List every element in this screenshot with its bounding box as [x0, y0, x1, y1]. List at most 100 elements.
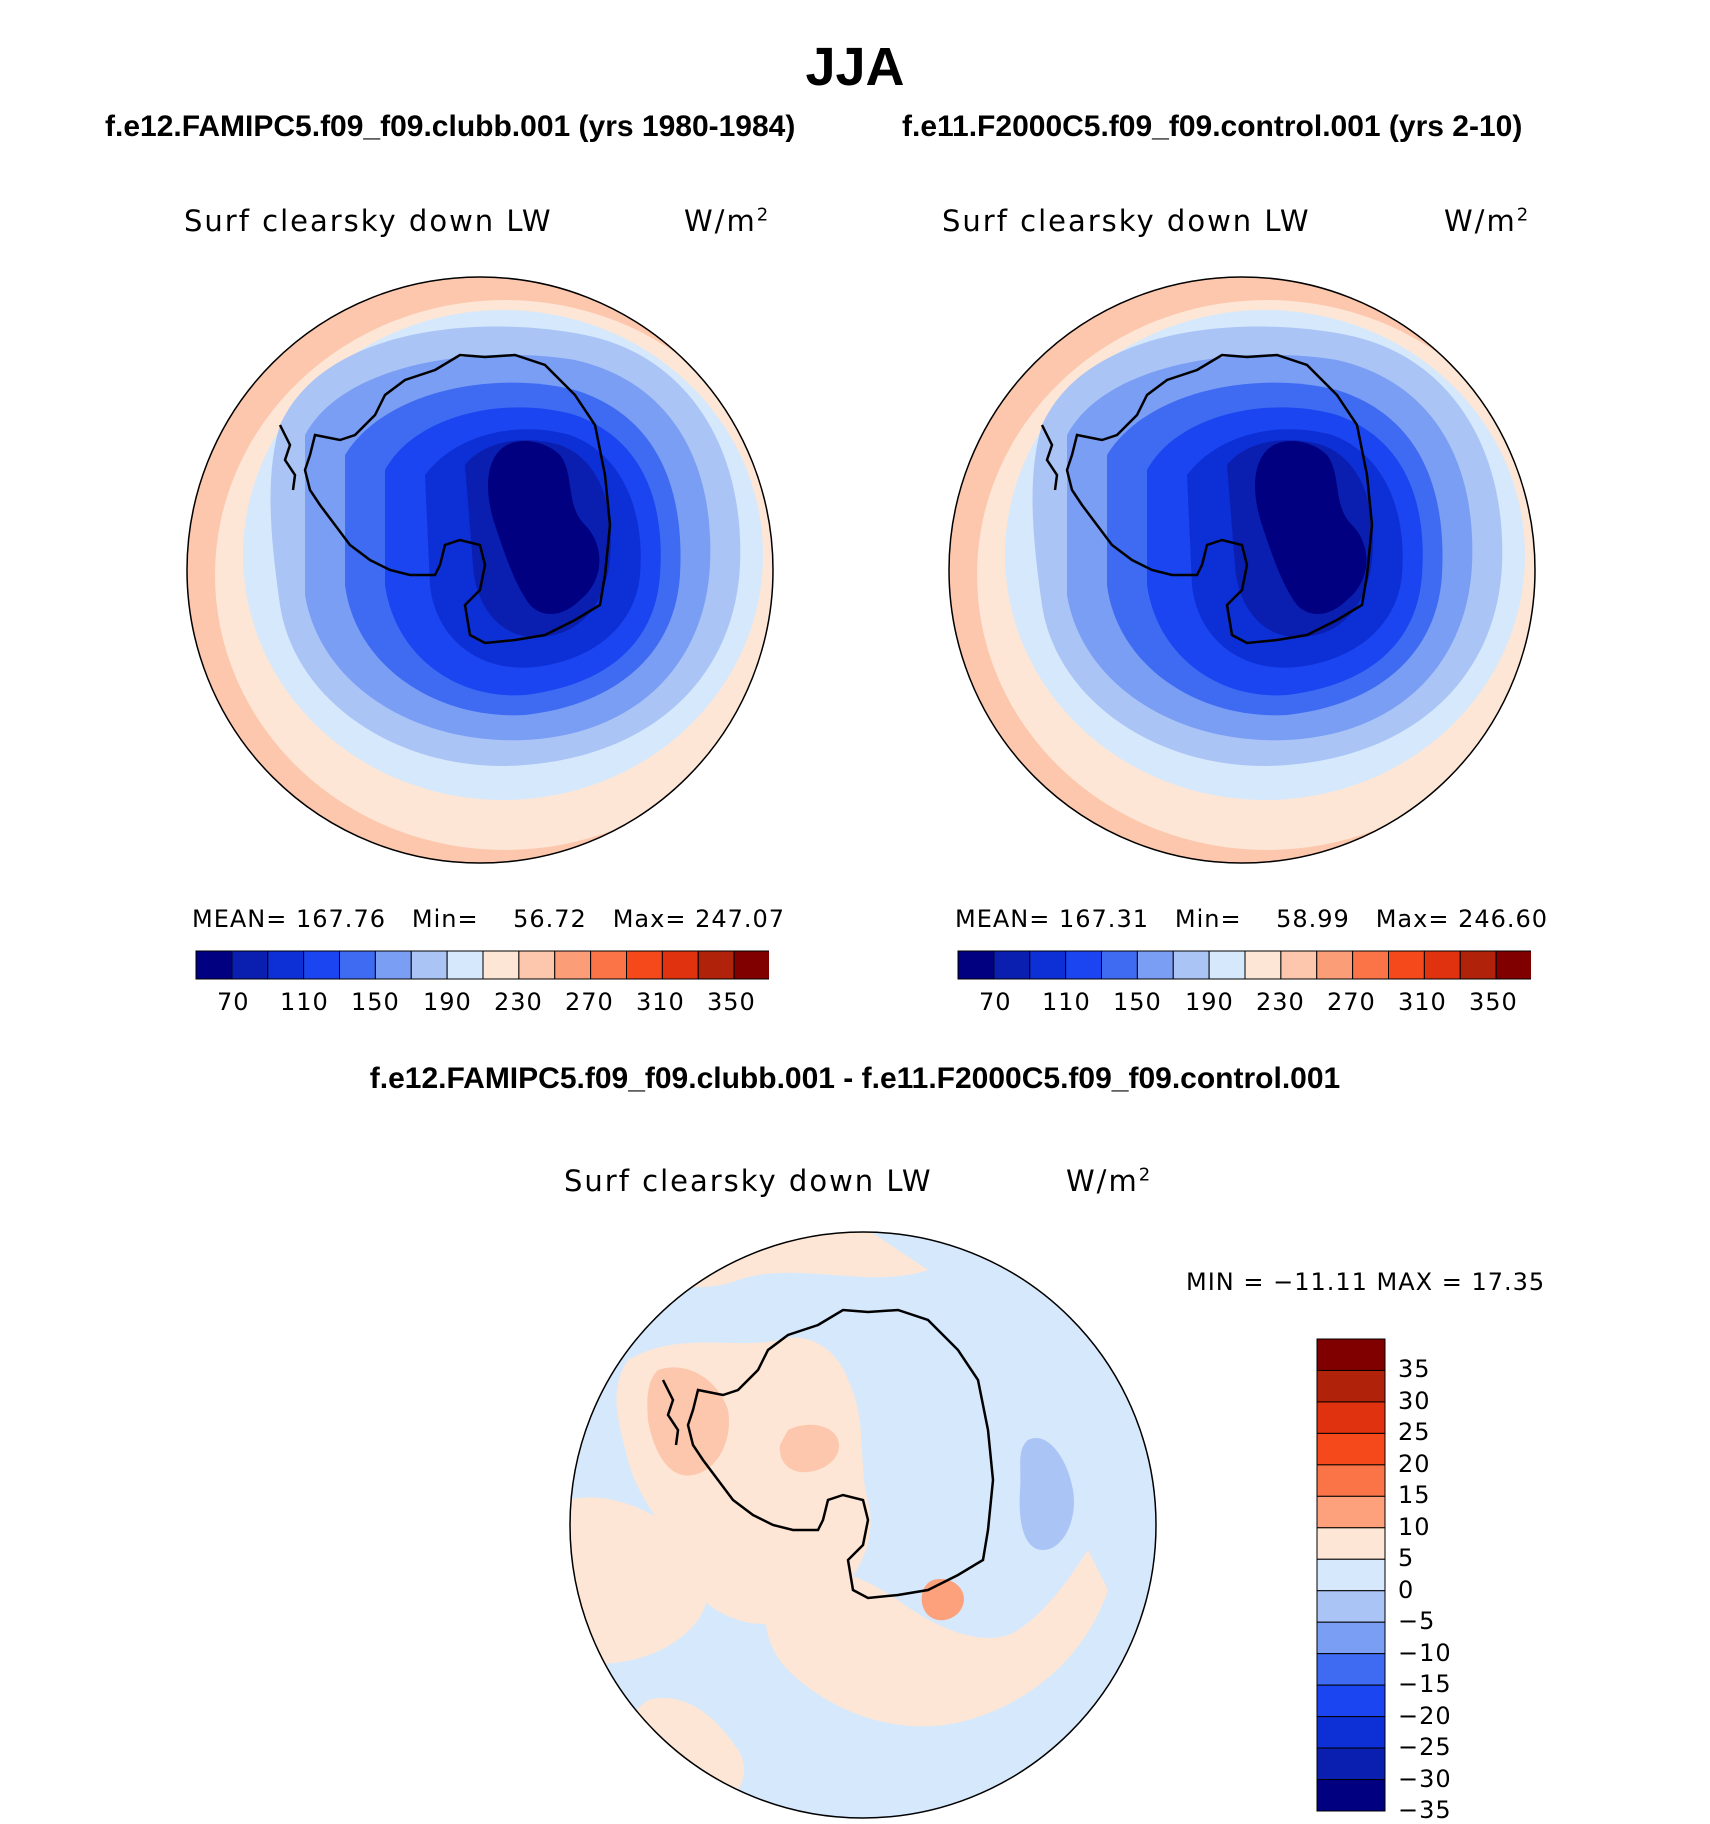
colorbar-swatch [1136, 950, 1174, 980]
max-label: Max= [612, 905, 687, 933]
colorbar-swatch [626, 950, 663, 980]
colorbar-tick: 30 [1398, 1386, 1431, 1415]
colorbar-swatch [482, 950, 520, 980]
colorbar-swatch [993, 950, 1031, 980]
colorbar-tick: 310 [636, 988, 685, 1016]
min-value: 58.99 [1276, 905, 1350, 933]
colorbar-tick: 0 [1398, 1575, 1415, 1604]
map-panel-difference [569, 1231, 1157, 1819]
colorbar-swatch [1065, 950, 1102, 980]
colorbar-swatch [1388, 950, 1425, 980]
colorbar-tick: −20 [1398, 1701, 1452, 1730]
colorbar-tick: −30 [1398, 1764, 1452, 1793]
units-exponent: 2 [1138, 1164, 1153, 1186]
colorbar-swatch [1316, 1338, 1386, 1371]
colorbar-swatch [1172, 950, 1210, 980]
stats-right: MEAN= 167.31 Min= 58.99 Max= 246.60 [955, 905, 1548, 933]
colorbar-tick: 310 [1398, 988, 1447, 1016]
mean-label: MEAN= [192, 905, 288, 933]
colorbar-tick: 110 [1042, 988, 1091, 1016]
colorbar-swatch [1423, 950, 1461, 980]
colorbar-tick: 150 [1113, 988, 1162, 1016]
colorbar-tick: 350 [707, 988, 756, 1016]
difference-title: f.e12.FAMIPC5.f09_f09.clubb.001 - f.e11.… [369, 1062, 1341, 1095]
colorbar-swatch [267, 950, 305, 980]
colorbar-swatch [697, 950, 735, 980]
colorbar-swatch [1280, 950, 1318, 980]
colorbar-swatch [1316, 1464, 1386, 1497]
colorbar-tick: 10 [1398, 1512, 1431, 1541]
colorbar-tick: −15 [1398, 1670, 1452, 1699]
colorbar-swatch [1316, 1495, 1386, 1529]
colorbar-difference-ticks: 35 30 25 20 15 10 5 0 −5 −10 −15 −20 −25 −30 −35 [1398, 1338, 1508, 1824]
colorbar-swatch [1101, 950, 1138, 980]
colorbar-swatch [339, 950, 376, 980]
case-title-left: f.e12.FAMIPC5.f09_f09.clubb.001 (yrs 198… [105, 110, 796, 143]
colorbar-right [957, 950, 1531, 980]
colorbar-tick: 190 [423, 988, 472, 1016]
colorbar-tick: 20 [1398, 1449, 1431, 1478]
colorbar-tick: 190 [1185, 988, 1234, 1016]
colorbar-swatch [1316, 1747, 1386, 1781]
max-label: Max= [1375, 905, 1450, 933]
colorbar-tick: 110 [280, 988, 329, 1016]
colorbar-swatch [733, 950, 769, 980]
colorbar-swatch [1316, 1558, 1386, 1592]
colorbar-swatch [374, 950, 412, 980]
colorbar-swatch [410, 950, 448, 980]
colorbar-left [195, 950, 769, 980]
mean-value: 167.31 [1059, 905, 1149, 933]
colorbar-tick: −25 [1398, 1733, 1452, 1762]
colorbar-swatch [518, 950, 556, 980]
units-label-right: W/m2 [1444, 204, 1530, 238]
map-panel-right [948, 276, 1536, 864]
map-panel-left [186, 276, 774, 864]
colorbar-swatch [1029, 950, 1067, 980]
colorbar-swatch [1316, 1369, 1386, 1403]
units-exponent: 2 [756, 204, 771, 226]
colorbar-swatch [1316, 1779, 1386, 1812]
min-label: Min= [411, 905, 479, 933]
diff-min-max: MIN = −11.11 MAX = 17.35 [1186, 1268, 1546, 1296]
colorbar-swatch [661, 950, 699, 980]
colorbar-tick: 25 [1398, 1418, 1431, 1447]
colorbar-swatch [231, 950, 269, 980]
units-base: W/m [684, 204, 757, 238]
colorbar-tick: 35 [1398, 1355, 1431, 1384]
colorbar-swatch [1316, 1590, 1386, 1623]
mean-value: 167.76 [296, 905, 386, 933]
colorbar-tick: 270 [1327, 988, 1376, 1016]
colorbar-tick: 270 [565, 988, 614, 1016]
min-value: 56.72 [513, 905, 587, 933]
colorbar-swatch [1495, 950, 1531, 980]
colorbar-swatch [195, 950, 233, 980]
colorbar-swatch [1316, 1716, 1386, 1749]
colorbar-tick: 350 [1469, 988, 1518, 1016]
colorbar-tick: 5 [1398, 1544, 1415, 1573]
variable-label-left: Surf clearsky down LW [184, 204, 553, 238]
variable-label-right: Surf clearsky down LW [942, 204, 1311, 238]
colorbar-swatch [446, 950, 484, 980]
units-base: W/m [1444, 204, 1517, 238]
colorbar-swatch [554, 950, 592, 980]
mean-label: MEAN= [955, 905, 1051, 933]
colorbar-tick: −35 [1398, 1796, 1452, 1824]
variable-label-diff: Surf clearsky down LW [564, 1164, 933, 1198]
colorbar-swatch [1316, 950, 1354, 980]
colorbar-swatch [1244, 950, 1282, 980]
case-title-right: f.e11.F2000C5.f09_f09.control.001 (yrs 2… [902, 110, 1523, 143]
colorbar-swatch [1316, 1684, 1386, 1718]
figure-title: JJA [805, 37, 905, 97]
units-exponent: 2 [1516, 204, 1531, 226]
colorbar-swatch [1208, 950, 1246, 980]
colorbar-swatch [1316, 1432, 1386, 1466]
colorbar-tick: −5 [1398, 1607, 1436, 1636]
colorbar-swatch [1316, 1621, 1386, 1655]
max-value: 246.60 [1458, 905, 1549, 933]
colorbar-swatch [1316, 1653, 1386, 1686]
colorbar-swatch [1316, 1401, 1386, 1434]
colorbar-swatch [957, 950, 995, 980]
colorbar-tick: 70 [217, 988, 250, 1016]
min-label: Min= [1174, 905, 1242, 933]
stats-left: MEAN= 167.76 Min= 56.72 Max= 247.07 [192, 905, 785, 933]
